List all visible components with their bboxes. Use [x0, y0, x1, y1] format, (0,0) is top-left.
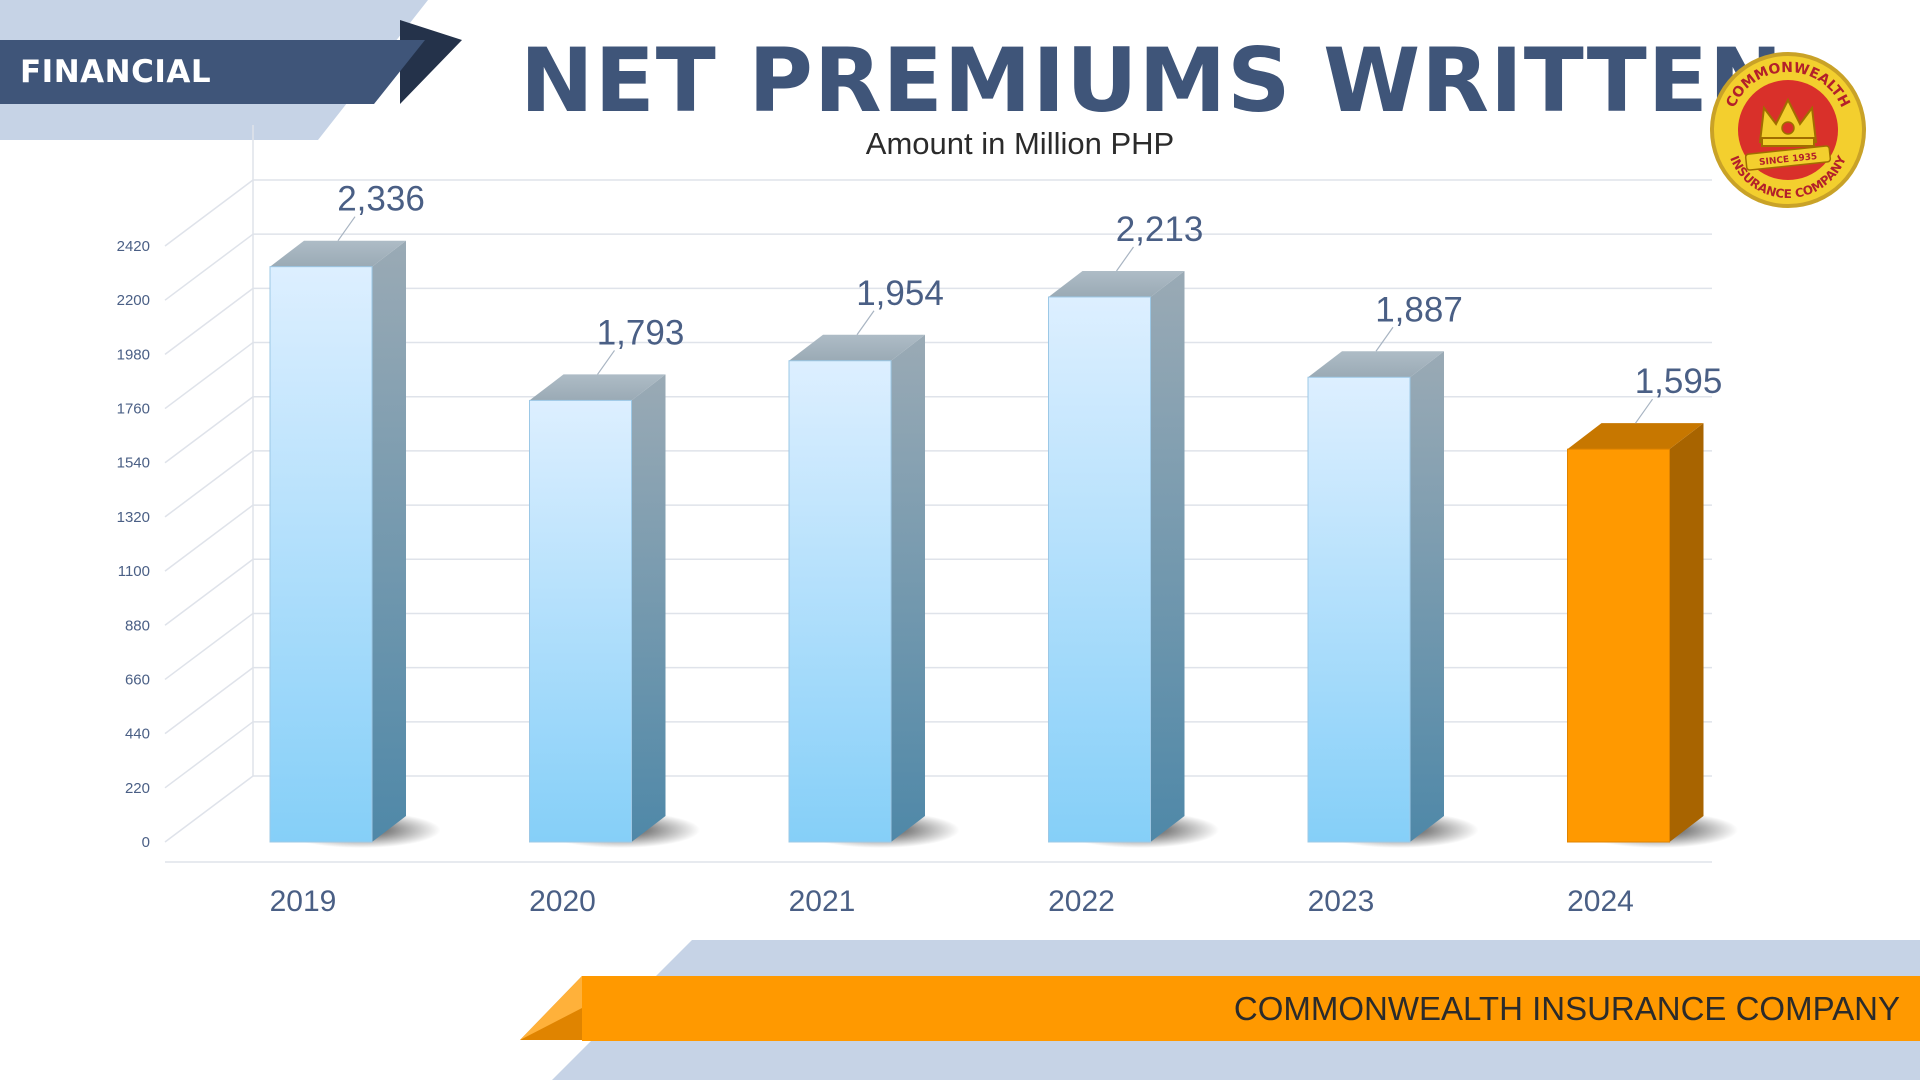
- y-tick-label: 2200: [117, 292, 150, 309]
- y-tick-label: 1980: [117, 346, 150, 363]
- gridline-diag: [164, 287, 254, 355]
- x-tick-label: 2023: [1308, 885, 1375, 918]
- value-label: 2,213: [1116, 210, 1204, 249]
- label-leader: [1375, 326, 1394, 352]
- y-tick-label: 2420: [117, 238, 150, 255]
- gridline-diag: [164, 450, 254, 518]
- value-labels: 2,336 1,793 1,954 2,213 1,887 1,595: [337, 180, 1723, 424]
- bar-top: [270, 240, 406, 267]
- gridline-diag: [164, 504, 254, 572]
- y-tick-label: 1100: [118, 563, 150, 580]
- bar-side: [631, 374, 666, 842]
- y-tick-label: 1760: [117, 401, 150, 418]
- crown-icon: [1758, 97, 1818, 147]
- bar-side: [1150, 270, 1185, 842]
- gridline-diag: [164, 396, 254, 464]
- x-tick-label: 2020: [529, 885, 596, 918]
- bar-2022: [1048, 296, 1151, 843]
- bar-top: [529, 374, 666, 401]
- x-tick-label: 2021: [789, 885, 856, 918]
- y-tick-label: 1320: [117, 509, 150, 526]
- gridline-diag: [164, 233, 254, 301]
- bar-side: [1410, 351, 1444, 842]
- y-tick-label: 880: [125, 617, 150, 634]
- y-tick-label: 660: [125, 671, 150, 688]
- gridline-diag: [164, 721, 254, 789]
- y-tick-label: 1540: [117, 455, 150, 472]
- bar-2021: [788, 360, 892, 843]
- label-leader: [597, 350, 615, 375]
- bar-top: [789, 334, 925, 361]
- label-leader: [856, 310, 875, 336]
- gridline-diag: [164, 179, 254, 247]
- value-label: 1,793: [597, 313, 685, 352]
- bar-side: [1669, 423, 1704, 842]
- bar-2023: [1307, 376, 1411, 843]
- bar-2020: [529, 399, 632, 843]
- bar-side: [372, 240, 406, 842]
- x-tick-label: 2024: [1567, 885, 1634, 918]
- bars: [269, 240, 1739, 848]
- chart-subtitle: Amount in Million PHP: [865, 126, 1175, 161]
- value-label: 1,887: [1375, 290, 1463, 329]
- label-leader: [337, 216, 356, 242]
- company-logo: COMMONWEALTH INSURANCE COMPANY SINCE 193…: [1710, 52, 1866, 208]
- bar-2019: [269, 266, 373, 843]
- value-label: 1,954: [856, 274, 944, 313]
- x-axis: 2019 2020 2021 2022 2023 2024: [270, 885, 1634, 918]
- bar-top: [1567, 423, 1704, 450]
- y-tick-label: 220: [125, 780, 150, 797]
- footer-arrow-top: [520, 976, 582, 1040]
- footer-banner: COMMONWEALTH INSURANCE COMPANY: [582, 976, 1920, 1041]
- label-leader: [1635, 398, 1653, 424]
- value-label: 1,595: [1635, 362, 1723, 401]
- y-tick-label: 440: [125, 726, 150, 743]
- x-tick-label: 2022: [1048, 885, 1115, 918]
- bar-top: [1048, 270, 1185, 297]
- value-label: 2,336: [337, 180, 425, 219]
- label-leader: [1116, 246, 1134, 272]
- footer-company-name: COMMONWEALTH INSURANCE COMPANY: [1233, 990, 1900, 1027]
- gridline-diag: [164, 775, 254, 843]
- bar-top: [1308, 351, 1444, 378]
- gridline-diag: [164, 612, 254, 681]
- bar-side: [891, 334, 925, 842]
- y-tick-label: 0: [142, 834, 150, 851]
- grid: [164, 125, 1712, 863]
- gridline-diag: [164, 667, 254, 735]
- y-axis: 0 220 440 660 880 1100 1320 1540 1760 1980 2200 242…: [117, 238, 150, 851]
- x-tick-label: 2019: [270, 885, 337, 918]
- section-badge: FINANCIAL HIGHLIGHTS: [0, 40, 425, 104]
- gridline-diag: [164, 341, 254, 410]
- bar-2024: [1567, 448, 1670, 843]
- gridline-diag: [164, 558, 254, 626]
